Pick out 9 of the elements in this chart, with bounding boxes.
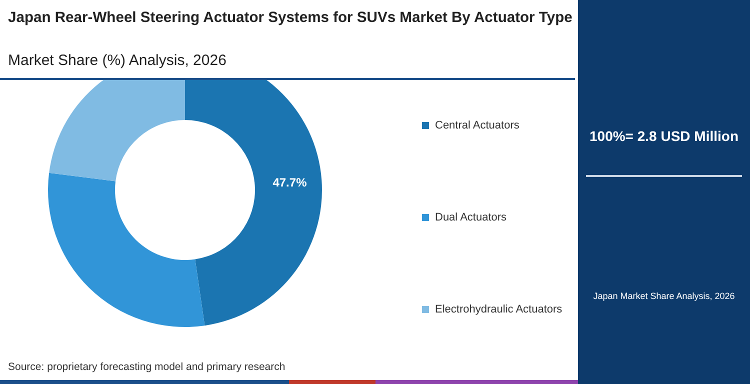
legend-label: Electrohydraulic Actuators (435, 304, 563, 316)
chart-subtitle: Market Share (%) Analysis, 2026 (8, 52, 226, 69)
legend-label: Dual Actuators (435, 212, 508, 224)
legend-label: Central Actuators (435, 120, 520, 132)
text: 100%= 2.8 USD Million (588, 128, 740, 144)
text: Japan Market Share Analysis, 2026 (592, 291, 736, 301)
source-note: Source: proprietary forecasting model and primary research (8, 361, 286, 373)
data-label: 47.7% (272, 175, 308, 190)
chart-title: Japan Rear-Wheel Steering Actuator Systems for SUVs Market By Actuator Type (8, 10, 572, 26)
